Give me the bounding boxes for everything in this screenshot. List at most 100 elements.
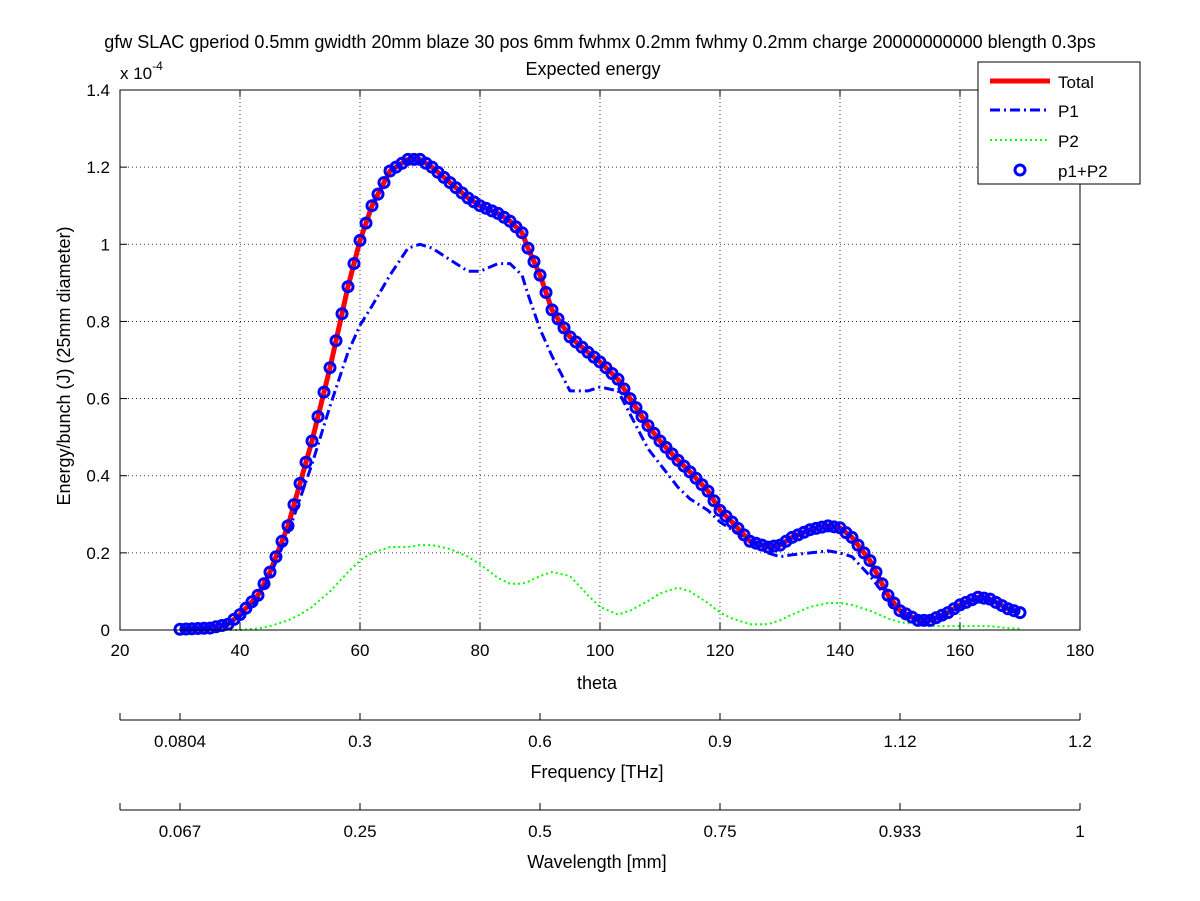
series-p1p2-marker: [203, 621, 217, 635]
y-axis-label: Energy/bunch (J) (25mm diameter): [54, 226, 74, 505]
series-p1p2-marker: [551, 312, 565, 326]
series-p1p2-marker: [827, 520, 841, 534]
series-p1p2-marker: [761, 540, 775, 554]
x-tick-label: 40: [231, 641, 250, 660]
x-tick-label: 120: [706, 641, 734, 660]
series-p1p2-marker: [311, 410, 325, 424]
series-p1p2-marker: [755, 538, 769, 552]
series-p1p2-marker: [263, 565, 277, 579]
x-axis-label: theta: [577, 673, 618, 693]
wavelength-axis-tick-label: 0.933: [879, 822, 922, 841]
series-p1p2-marker: [287, 498, 301, 512]
frequency-axis-tick-label: 0.9: [708, 732, 732, 751]
series-p1p2-marker: [359, 216, 373, 230]
y-tick-label: 1.4: [86, 81, 110, 100]
series-p1p2-marker: [533, 268, 547, 282]
legend-label-total: Total: [1058, 73, 1094, 92]
series-p1p2-marker: [407, 152, 421, 166]
x-tick-label: 60: [351, 641, 370, 660]
series-p1p2-marker: [257, 577, 271, 591]
series-p1p2-marker: [323, 361, 337, 375]
series-p1p2-marker: [911, 613, 925, 627]
series-p1p2-marker: [209, 620, 223, 634]
y-tick-label: 0: [101, 621, 110, 640]
legend-label-p2: P2: [1058, 132, 1079, 151]
series-p1p2-marker: [335, 307, 349, 321]
series-p1p2-marker: [347, 257, 361, 271]
series-p1p2-marker: [353, 233, 367, 247]
x-tick-label: 140: [826, 641, 854, 660]
series-total-line: [179, 156, 1021, 632]
series-p1p2-marker: [647, 426, 661, 440]
series-p1p2-marker: [281, 519, 295, 533]
series-p1p2-marker: [173, 622, 187, 636]
series-p1p2-marker: [815, 520, 829, 534]
series-p1p2-marker: [269, 550, 283, 564]
series-p1p2-marker: [821, 519, 835, 533]
frequency-axis-tick-label: 0.3: [348, 732, 372, 751]
chart-subtitle: Expected energy: [525, 59, 660, 79]
series-p1p2-marker: [197, 621, 211, 635]
wavelength-axis-tick-label: 1: [1075, 822, 1084, 841]
series-p1p2-marker: [881, 588, 895, 602]
wavelength-axis-label: Wavelength [mm]: [527, 852, 666, 872]
frequency-axis-label: Frequency [THz]: [530, 762, 663, 782]
secondary-axes: 0.0804 0.3 0.6 0.9 1.12 1.2 Frequency [THz] 0.0…: [119, 713, 1092, 872]
x-tick-label: 180: [1066, 641, 1094, 660]
legend-label-p1: P1: [1058, 102, 1079, 121]
x-tick-label: 80: [471, 641, 490, 660]
series-p1p2-marker: [251, 588, 265, 602]
series-p1p2-marker: [875, 577, 889, 591]
series-p1p2-marker: [377, 176, 391, 190]
plot-series: [173, 152, 1027, 636]
series-p1p2-marker: [365, 199, 379, 213]
grid: [120, 90, 1080, 630]
series-p1p2-marker: [545, 303, 559, 317]
legend-swatch-p1p2: [1013, 163, 1027, 177]
series-p1p2-marker: [341, 280, 355, 294]
series-p1p2-marker: [971, 590, 985, 604]
series-p1p2-marker: [803, 523, 817, 537]
series-p1p2-marker: [701, 484, 715, 498]
series-p1p2-marker: [275, 534, 289, 548]
y-tick-label: 1: [101, 235, 110, 254]
frequency-axis-tick-label: 1.12: [883, 732, 916, 751]
series-p1p2-marker: [869, 565, 883, 579]
series-p1p2-marker: [191, 622, 205, 636]
wavelength-axis-tick-label: 0.25: [343, 822, 376, 841]
series-p1p2-marker: [305, 434, 319, 448]
y-tick-label: 0.4: [86, 467, 110, 486]
series-p1p2-marker: [611, 372, 625, 386]
x-tick-label: 100: [586, 641, 614, 660]
x-tick-label: 160: [946, 641, 974, 660]
wavelength-axis-tick-label: 0.75: [703, 822, 736, 841]
frequency-axis-tick-label: 1.2: [1068, 732, 1092, 751]
y-tick-label: 0.8: [86, 312, 110, 331]
y-tick-label: 0.6: [86, 390, 110, 409]
series-p1p2-marker: [857, 546, 871, 560]
wavelength-axis-tick-label: 0.067: [159, 822, 202, 841]
series-p1p2-marker: [917, 613, 931, 627]
series-p1p2-marker: [845, 530, 859, 544]
y-tick-label: 0.2: [86, 544, 110, 563]
series-p1p2-marker: [299, 455, 313, 469]
series-p1p2-marker: [623, 392, 637, 406]
series-p1p2-marker: [371, 187, 385, 201]
y-exponent-label: x 10-4: [120, 59, 163, 83]
series-p1p2-marker: [401, 152, 415, 166]
series-p1p2-marker: [1007, 604, 1021, 618]
series-p1p2-marker: [851, 538, 865, 552]
series-p1p2-marker: [1013, 606, 1027, 620]
chart-title: gfw SLAC gperiod 0.5mm gwidth 20mm blaze…: [104, 32, 1096, 52]
series-p1p2-marker: [743, 534, 757, 548]
series-p1p2-marker: [629, 401, 643, 415]
series-p1p2-marker: [557, 321, 571, 335]
legend-label-p1p2: p1+P2: [1058, 162, 1108, 181]
series-p1p2-marker: [707, 494, 721, 508]
series-p1p2-marker: [887, 596, 901, 610]
series-p1p2-marker: [635, 410, 649, 424]
series-p1p2-marker: [977, 591, 991, 605]
series-p1p2-marker: [767, 539, 781, 553]
series-p1-line: [179, 242, 1021, 631]
series-p1p2-marker: [809, 521, 823, 535]
